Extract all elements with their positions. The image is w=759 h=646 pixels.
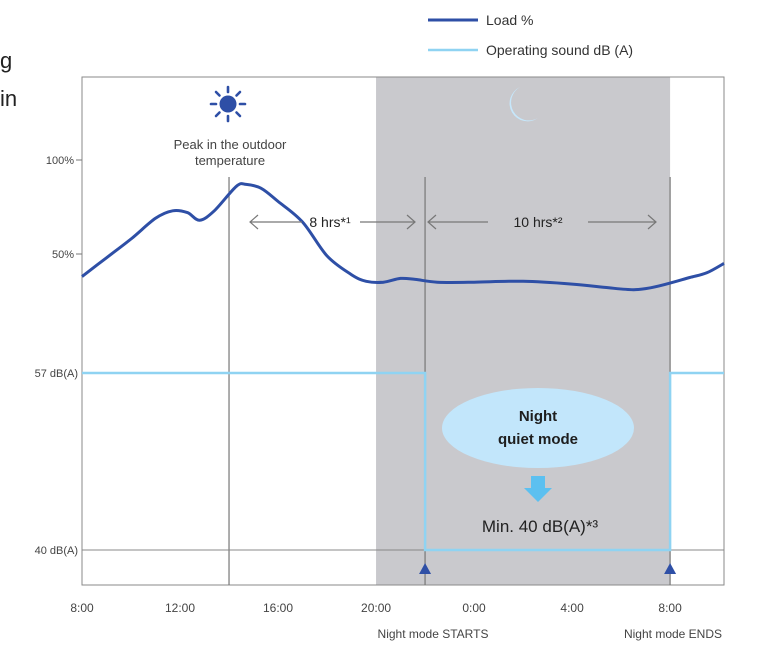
x-tick-label: 20:00 [361, 601, 391, 615]
legend-sound-label: Operating sound dB (A) [486, 42, 633, 58]
x-tick-label: 0:00 [462, 601, 486, 615]
peak-annotation-line2: temperature [195, 153, 265, 168]
night-quiet-mode-bubble [442, 388, 634, 468]
load-series-line [81, 182, 725, 292]
min-sound-label: Min. 40 dB(A)*³ [482, 517, 599, 536]
y-tick-label: 100% [46, 155, 74, 167]
night-quiet-mode-label-line2: quiet mode [498, 431, 578, 448]
x-tick-label: 16:00 [263, 601, 293, 615]
x-tick-label: 8:00 [658, 601, 682, 615]
x-tick-label: 12:00 [165, 601, 195, 615]
night-mode-ends-label: Night mode ENDS [624, 627, 722, 641]
night-band [376, 77, 671, 585]
cut-off-text-fragment: in [0, 86, 18, 111]
plot-frame [81, 76, 725, 586]
x-tick-label: 4:00 [560, 601, 584, 615]
cut-off-text-fragment: g [0, 48, 13, 73]
duration-label-8hrs: 8 hrs*¹ [309, 214, 351, 230]
duration-arrow-10hrs [427, 214, 657, 230]
night-quiet-mode-label-line1: Night [519, 408, 557, 425]
legend-load-label: Load % [486, 12, 533, 28]
x-tick-label: 8:00 [70, 601, 94, 615]
sun-icon [209, 85, 247, 123]
peak-annotation-line1: Peak in the outdoor [174, 137, 287, 152]
night-start-marker-icon [419, 563, 432, 574]
night-mode-starts-label: Night mode STARTS [378, 627, 489, 641]
sound-series-line [82, 371, 724, 552]
down-arrow-icon [524, 476, 552, 502]
y-tick-label: 50% [52, 249, 74, 261]
night-end-marker-icon [664, 563, 677, 574]
duration-label-10hrs: 10 hrs*² [513, 214, 562, 230]
sound-tick-label: 40 dB(A) [35, 545, 78, 557]
sound-tick-label: 57 dB(A) [35, 368, 78, 380]
duration-arrow-8hrs [249, 214, 416, 230]
